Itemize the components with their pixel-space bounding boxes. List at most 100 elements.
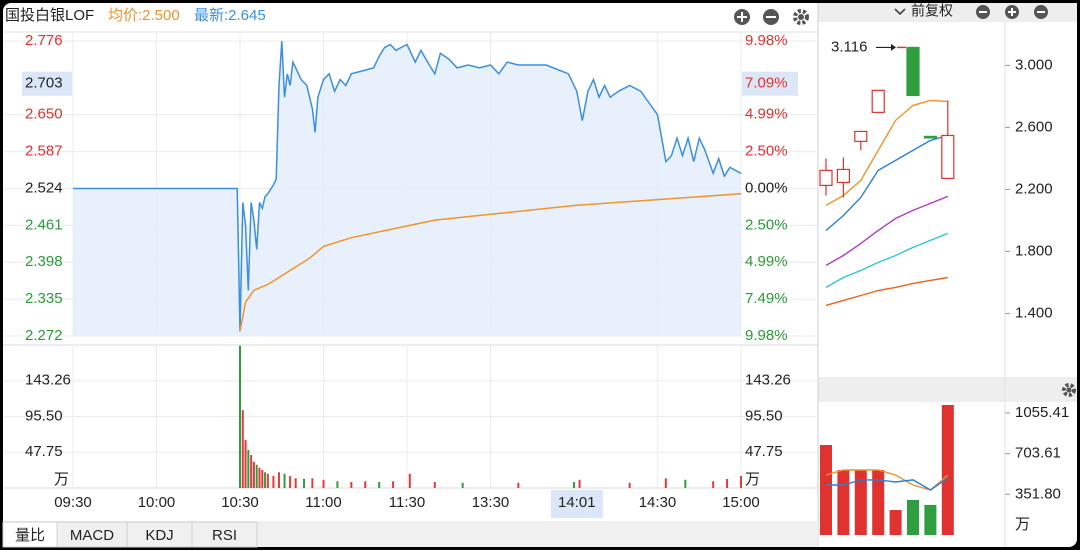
tab[interactable] [126,521,193,548]
tab-label[interactable]: RSI [212,527,237,544]
tab-label[interactable]: KDJ [145,527,173,544]
y-tick-label: 2.650 [25,106,63,123]
average-line [239,193,742,332]
x-tick-label: 10:00 [138,494,176,511]
ma-line [825,134,948,232]
volume-bar [924,504,937,535]
volume-bar [941,405,954,535]
volume-bar [266,473,269,488]
x-tick-label: 14:30 [639,494,677,511]
x-tick-label: 11:30 [389,494,425,511]
tab-label[interactable]: MACD [70,527,114,544]
y-tick-label: 2.461 [25,216,63,233]
crosshair-y2-box [742,71,798,96]
volume-bar [322,479,325,488]
y2-tick-label: 47.75 [745,443,783,460]
y2-tick-label: 143.26 [745,372,791,389]
volume-bar [872,470,885,535]
max-price-label: 3.116 [831,38,867,55]
unit-label: 万 [745,471,760,488]
volume-bar [350,482,353,488]
volume-bar [433,482,436,488]
volume-bar [684,479,687,488]
volume-bar [250,455,253,488]
crosshair-y-label: 2.703 [25,75,63,92]
dropdown-arrow[interactable] [894,8,906,16]
x-tick-label: 09:30 [54,494,92,511]
y-tick-label: 2.600 [1015,118,1053,135]
x-tick-label: 11:00 [305,494,341,511]
volume-bar [392,481,395,488]
y-tick-label: 351.80 [1015,485,1061,502]
y-tick-label: 1.800 [1015,242,1053,259]
daily-mid-bar [818,377,1077,402]
y-tick-label: 703.61 [1015,445,1061,462]
volume-ma-line [825,469,949,491]
tab[interactable] [191,521,258,548]
volume-bar [272,476,275,488]
y-tick-label: 47.75 [25,443,63,460]
volume-bar [364,481,367,488]
candle-body [819,169,833,186]
y2-tick-label: 7.49% [745,290,788,307]
y-tick-label: 2.524 [25,179,63,196]
volume-bar [283,473,286,488]
settings-button[interactable] [793,9,809,25]
volume-bar [907,499,919,535]
zoom-out-button[interactable] [763,9,779,25]
volume-bar [289,476,292,488]
volume-bar [244,440,247,488]
volume-bar [294,478,297,488]
volume-bar [264,472,267,488]
latest-price: 最新:2.645 [194,7,266,24]
volume-bar [303,479,306,488]
avg-price: 均价:2.500 [108,7,180,24]
volume-bar [628,482,631,488]
volume-bar [258,467,261,488]
stock-name: 国投白银LOF [5,7,94,24]
volume-bar [726,479,729,488]
ma-line [825,276,948,307]
x-tick-label: 13:30 [472,494,510,511]
y-tick-label: 2.272 [25,327,63,344]
y2-tick-label: 4.99% [745,106,788,123]
y2-tick-label: 4.99% [745,253,788,270]
volume-bar [517,482,520,488]
y2-tick-label: 0.00% [745,179,788,196]
volume-bar [336,481,339,488]
volume-bar [820,445,832,535]
daily-zoom-in[interactable] [1005,5,1019,19]
volume-bar [277,472,280,488]
daily-volume-settings[interactable] [1062,383,1076,397]
tab-label[interactable]: 量比 [15,527,45,544]
daily-zoom-out[interactable] [976,5,990,19]
max-price-arrowhead [891,43,896,51]
candle-body [906,46,920,97]
volume-bar [311,478,314,488]
volume-bar [408,473,411,488]
y-tick-label: 1055.41 [1015,404,1069,421]
volume-ma-line [826,477,949,491]
ma-line [825,99,948,207]
y2-tick-label: 2.50% [745,143,788,160]
volume-bar [664,478,667,488]
crosshair-x-label: 14:01 [558,494,596,511]
daily-settings[interactable] [1034,5,1048,19]
price-line [73,40,742,332]
y2-tick-label: 2.50% [745,216,788,233]
volume-bar [740,476,742,488]
y-tick-label: 3.000 [1015,56,1053,73]
y-tick-label: 95.50 [25,407,63,424]
y-tick-label: 2.200 [1015,180,1053,197]
candle-body [871,89,885,113]
y-tick-label: 143.26 [25,372,71,389]
volume-bar [261,470,264,488]
candle-body [941,134,955,180]
crosshair-y-box [22,71,72,96]
volume-bar [239,345,241,488]
zoom-in-button[interactable] [734,9,750,25]
adjust-mode[interactable]: 前复权 [911,3,953,19]
tab[interactable] [56,521,128,548]
unit-label: 万 [54,471,69,488]
